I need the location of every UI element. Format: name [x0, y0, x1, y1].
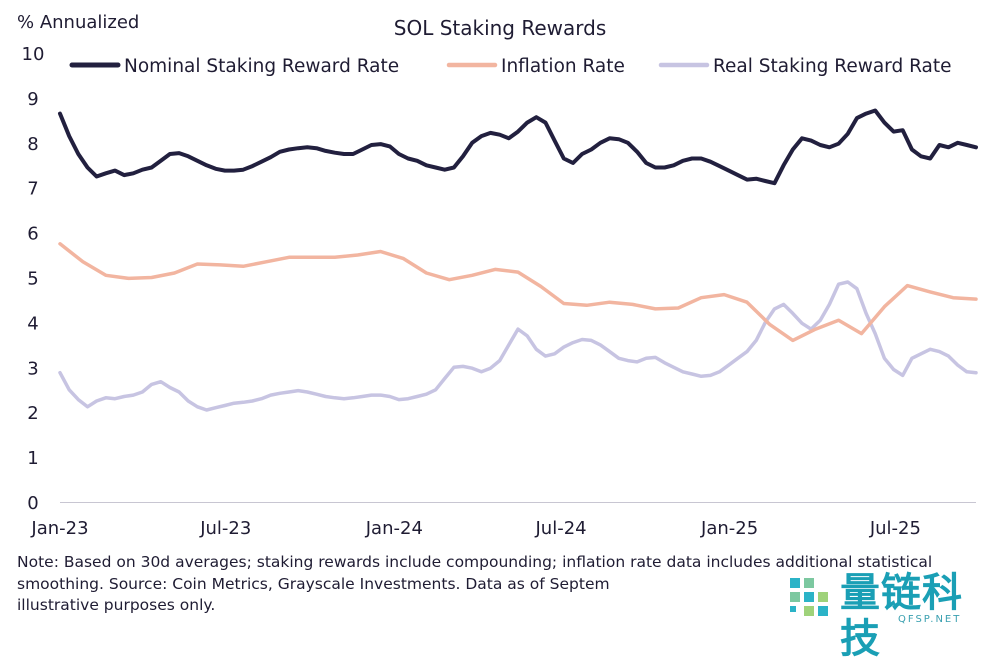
x-tick-label: Jan-25	[700, 518, 758, 539]
x-axis: Jan-23 Jul-23 Jan-24 Jul-24 Jan-25 Jul-25	[30, 518, 921, 539]
y-tick-label: 5	[27, 269, 38, 290]
y-tick-label: 6	[27, 224, 38, 245]
y-tick-label: 2	[27, 403, 38, 424]
x-tick-label: Jan-24	[365, 518, 423, 539]
x-tick-label: Jan-23	[30, 518, 88, 539]
legend: Nominal Staking Reward Rate Inflation Rat…	[69, 56, 952, 77]
legend-label-nominal-staking-reward-rate: Nominal Staking Reward Rate	[124, 56, 399, 77]
watermark: 量链科技 QFSP.NET	[778, 568, 1000, 662]
x-tick-label: Jul-23	[199, 518, 251, 539]
legend-label-real-staking-reward-rate: Real Staking Reward Rate	[713, 56, 952, 77]
series-line-inflation-rate	[58, 242, 978, 343]
x-tick-label: Jul-25	[869, 518, 921, 539]
chart: % Annualized SOL Staking Rewards Nominal…	[17, 12, 978, 539]
x-tick-label: Jul-24	[534, 518, 586, 539]
watermark-subtext: QFSP.NET	[898, 614, 962, 625]
footnote-text-tail: illustrative purposes only.	[17, 596, 216, 614]
y-tick-label: 3	[27, 358, 38, 379]
y-tick-label: 4	[27, 313, 38, 334]
series-line-nominal-staking-reward-rate	[58, 108, 978, 186]
y-tick-label: 9	[27, 89, 38, 110]
footnote: Note: Based on 30d averages; staking rew…	[17, 552, 987, 617]
series-lines	[58, 108, 978, 412]
watermark-logo-icon	[790, 578, 828, 616]
y-tick-label: 8	[27, 134, 38, 155]
y-tick-label: 7	[27, 179, 38, 200]
y-axis: 0 1 2 3 4 5 6 7 8 9 10	[22, 44, 45, 514]
legend-label-inflation-rate: Inflation Rate	[501, 56, 625, 77]
y-tick-label: 0	[27, 493, 38, 514]
y-tick-label: 1	[27, 448, 38, 469]
footnote-text: Note: Based on 30d averages; staking rew…	[17, 553, 933, 593]
y-tick-label: 10	[22, 44, 45, 65]
chart-title: SOL Staking Rewards	[394, 16, 607, 40]
y-axis-label: % Annualized	[17, 12, 139, 33]
series-line-real-staking-reward-rate	[58, 280, 978, 412]
